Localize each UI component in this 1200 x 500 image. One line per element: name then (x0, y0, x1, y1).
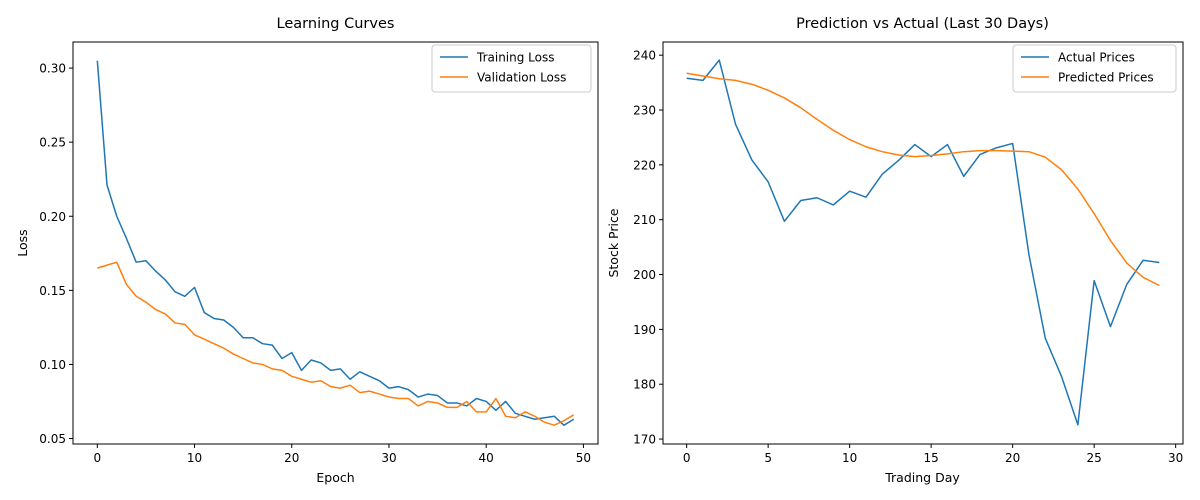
legend: Actual Prices Predicted Prices (1012, 44, 1177, 93)
y-tick-label: 170 (633, 433, 656, 447)
learning-curves-chart: Learning Curves 0 10 20 30 40 50 0.05 0.10 0.15… (15, 16, 599, 485)
legend-label: Validation Loss (477, 71, 566, 85)
x-tick-label: 30 (1168, 451, 1183, 465)
series-lines (96, 60, 575, 426)
x-axis-ticks: 0 5 10 15 20 25 30 (683, 444, 1183, 465)
x-tick-label: 10 (842, 451, 857, 465)
y-tick-label: 240 (633, 49, 656, 63)
x-tick-label: 5 (764, 451, 772, 465)
y-axis-label: Stock Price (606, 208, 621, 277)
x-tick-label: 50 (576, 451, 591, 465)
legend-label: Predicted Prices (1058, 71, 1154, 85)
legend: Training Loss Validation Loss (431, 44, 592, 93)
x-axis-label: Trading Day (884, 470, 960, 485)
series-line-training-loss (96, 60, 575, 426)
y-tick-label: 0.10 (39, 358, 66, 372)
y-tick-label: 190 (633, 323, 656, 337)
legend-box (1012, 44, 1177, 93)
x-axis-ticks: 0 10 20 30 40 50 (93, 444, 591, 465)
chart-title: Prediction vs Actual (Last 30 Days) (796, 16, 1049, 32)
y-tick-label: 200 (633, 268, 656, 282)
series-line-predicted-prices (686, 72, 1160, 287)
plot-frame (72, 41, 599, 445)
chart-title: Learning Curves (277, 16, 395, 32)
y-tick-label: 0.20 (39, 210, 66, 224)
x-tick-label: 40 (479, 451, 494, 465)
y-tick-label: 0.30 (39, 62, 66, 76)
x-tick-label: 10 (187, 451, 202, 465)
x-axis-label: Epoch (316, 470, 354, 485)
x-tick-label: 30 (381, 451, 396, 465)
y-tick-label: 230 (633, 104, 656, 118)
prediction-vs-actual-chart: Prediction vs Actual (Last 30 Days) 0 5 10… (606, 16, 1184, 485)
plot-frame (662, 41, 1184, 445)
y-tick-label: 220 (633, 158, 656, 172)
x-tick-label: 0 (93, 451, 101, 465)
y-tick-label: 0.25 (39, 136, 66, 150)
x-tick-label: 0 (683, 451, 691, 465)
y-axis-label: Loss (15, 229, 30, 256)
y-axis-ticks: 0.05 0.10 0.15 0.20 0.25 0.30 (39, 62, 73, 446)
x-tick-label: 20 (1005, 451, 1020, 465)
y-tick-label: 0.05 (39, 432, 66, 446)
x-tick-label: 25 (1087, 451, 1102, 465)
x-tick-label: 20 (284, 451, 299, 465)
legend-label: Actual Prices (1058, 51, 1135, 65)
series-line-validation-loss (97, 261, 575, 426)
y-tick-label: 180 (633, 378, 656, 392)
y-tick-label: 210 (633, 213, 656, 227)
y-axis-ticks: 170 180 190 200 210 220 230 240 (633, 49, 663, 447)
series-lines (686, 59, 1160, 426)
y-tick-label: 0.15 (39, 284, 66, 298)
series-line-actual-prices (686, 59, 1160, 426)
legend-label: Training Loss (476, 51, 554, 65)
x-tick-label: 15 (924, 451, 939, 465)
legend-box (431, 44, 592, 93)
